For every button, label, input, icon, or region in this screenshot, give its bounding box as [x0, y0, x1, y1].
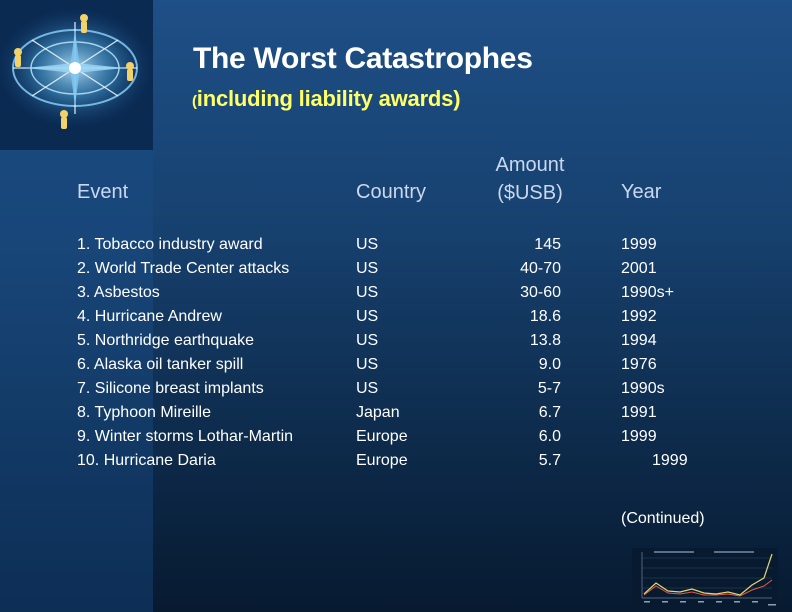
event-cell: 10. Hurricane Daria — [77, 452, 216, 469]
amount-column: 145 40-70 30-60 18.6 13.8 9.0 5-7 6.7 6.… — [491, 233, 561, 473]
continued-label: (Continued) — [621, 510, 705, 527]
event-cell: 4. Hurricane Andrew — [77, 308, 222, 325]
country-column: US US US US US US US Japan Europe Europe — [356, 233, 408, 473]
event-cell: 8. Typhoon Mireille — [77, 404, 211, 421]
amount-cell: 145 — [534, 236, 561, 253]
year-cell: 1999 — [621, 428, 657, 445]
year-cell: 2001 — [621, 260, 657, 277]
amount-cell: 13.8 — [529, 332, 561, 349]
country-cell: US — [356, 356, 379, 373]
compass-rose-logo-icon — [0, 0, 153, 150]
amount-cell: 30-60 — [520, 284, 561, 301]
amount-cell: 40-70 — [520, 260, 561, 277]
year-cell: 1991 — [621, 404, 657, 421]
page-subtitle: (including liability awards) — [192, 86, 461, 112]
event-cell: 9. Winter storms Lothar-Martin — [77, 428, 294, 445]
country-cell: US — [356, 284, 379, 301]
country-cell: Japan — [356, 404, 400, 421]
amount-cell: 6.0 — [538, 428, 561, 445]
event-cell: 1. Tobacco industry award — [77, 236, 263, 253]
event-cell: 5. Northridge earthquake — [77, 332, 254, 349]
event-cell: 3. Asbestos — [77, 284, 160, 301]
header-amount-line2: ($USB) — [497, 182, 563, 204]
year-cell: 1990s+ — [621, 284, 674, 301]
year-cell: 1990s — [621, 380, 665, 397]
event-cell: 2. World Trade Center attacks — [77, 260, 290, 277]
subtitle-paren: ( — [192, 93, 197, 110]
header-amount: Amount ($USB) — [489, 151, 571, 207]
event-cell: 7. Silicone breast implants — [77, 380, 264, 397]
header-year: Year — [621, 181, 662, 203]
country-cell: US — [356, 380, 379, 397]
header-event: Event — [77, 181, 129, 203]
country-cell: US — [356, 236, 379, 253]
amount-cell: 6.7 — [538, 404, 561, 421]
amount-cell: 5-7 — [537, 380, 561, 397]
year-cell: 1999 — [621, 236, 657, 253]
country-cell: US — [356, 260, 379, 277]
page-title: The Worst Catastrophes — [193, 42, 533, 75]
amount-cell: 9.0 — [538, 356, 561, 373]
event-cell: 6. Alaska oil tanker spill — [77, 356, 244, 373]
mini-line-chart-thumbnail — [632, 548, 778, 608]
amount-cell: 18.6 — [529, 308, 561, 325]
header-amount-line1: Amount — [495, 154, 565, 176]
country-cell: Europe — [356, 428, 408, 445]
event-column: 1. Tobacco industry award 2. World Trade… — [77, 233, 293, 473]
year-cell: 1994 — [621, 332, 657, 349]
year-cell: 1992 — [621, 308, 657, 325]
amount-cell: 5.7 — [538, 452, 561, 469]
year-column: 1999 2001 1990s+ 1992 1994 1976 1990s 19… — [621, 233, 688, 473]
country-cell: US — [356, 332, 379, 349]
header-country: Country — [356, 181, 427, 203]
country-cell: US — [356, 308, 379, 325]
year-cell: 1976 — [621, 356, 657, 373]
year-cell: 1999 — [652, 452, 688, 469]
country-cell: Europe — [356, 452, 408, 469]
subtitle-text: including liability awards) — [196, 86, 461, 111]
